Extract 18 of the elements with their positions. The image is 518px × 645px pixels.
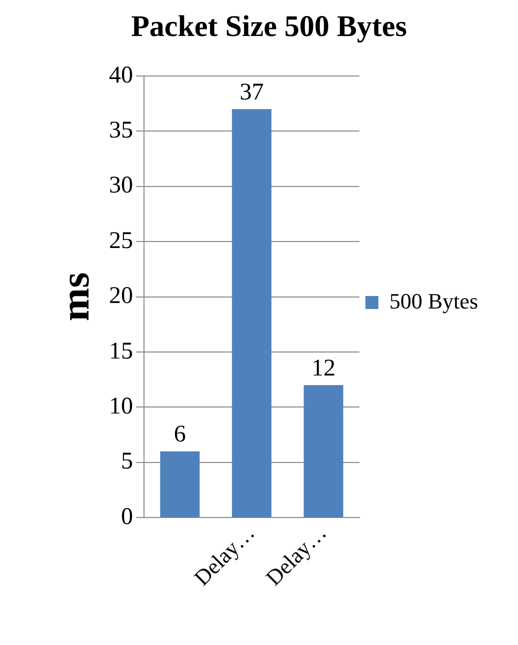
y-tick-label: 5 bbox=[121, 448, 133, 475]
y-tick-label: 25 bbox=[109, 228, 133, 254]
legend-label: 500 Bytes bbox=[389, 288, 478, 314]
bar bbox=[232, 109, 272, 518]
y-tick-label: 0 bbox=[121, 504, 133, 530]
y-tick-label: 20 bbox=[109, 283, 133, 310]
data-label: 12 bbox=[311, 355, 336, 382]
y-axis-title: ms bbox=[52, 272, 98, 322]
y-tick-label: 40 bbox=[109, 62, 133, 88]
y-tick-label: 35 bbox=[109, 118, 133, 144]
data-label: 6 bbox=[174, 422, 186, 448]
y-tick-label: 30 bbox=[109, 172, 133, 199]
bar bbox=[304, 385, 344, 518]
bar bbox=[160, 451, 200, 518]
y-tick-label: 10 bbox=[109, 394, 133, 420]
chart-title: Packet Size 500 Bytes bbox=[131, 10, 407, 43]
data-label: 37 bbox=[240, 79, 264, 106]
y-tick-label: 15 bbox=[109, 338, 133, 364]
